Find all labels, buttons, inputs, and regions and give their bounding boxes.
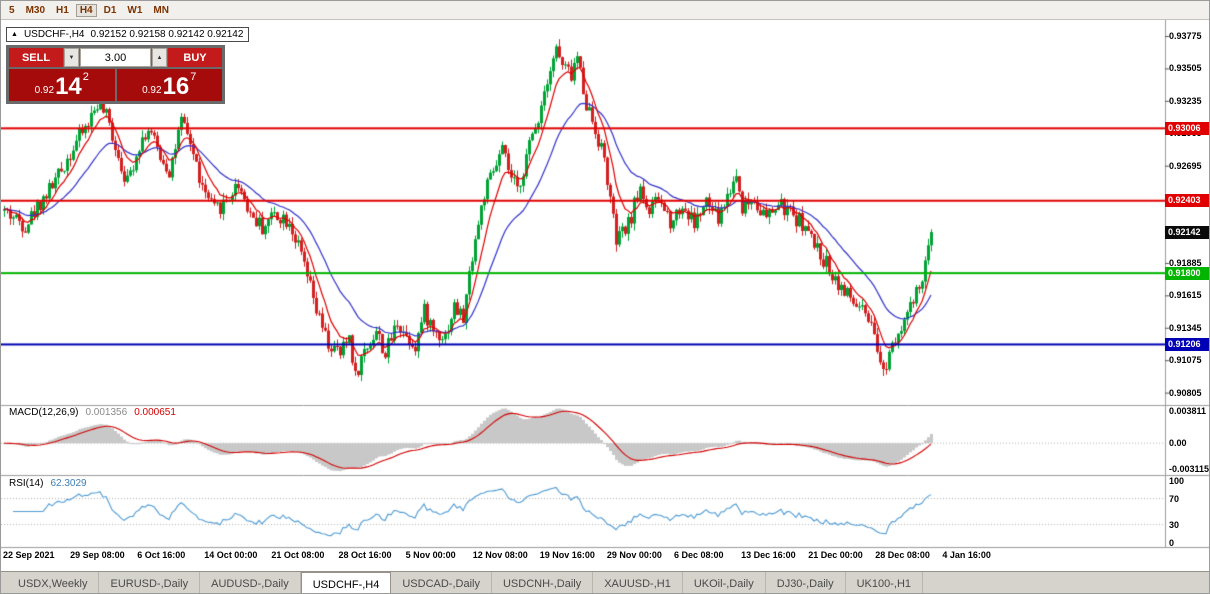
time-axis-label: 12 Nov 08:00 bbox=[472, 550, 528, 560]
chart-tab-audusd-daily[interactable]: AUDUSD-,Daily bbox=[200, 572, 301, 593]
chart-ohlc-values: 0.92152 0.92158 0.92142 0.92142 bbox=[90, 29, 244, 40]
chart-symbol-period: USDCHF-,H4 bbox=[23, 29, 85, 40]
expand-icon: ▲ bbox=[11, 30, 18, 38]
chart-tab-eurusd-daily[interactable]: EURUSD-,Daily bbox=[99, 572, 201, 593]
time-axis-label: 6 Oct 16:00 bbox=[137, 550, 186, 560]
rsi-axis-label: 30 bbox=[1169, 519, 1180, 530]
rsi-axis-label: 70 bbox=[1169, 493, 1180, 504]
sell-button[interactable]: SELL bbox=[9, 48, 63, 67]
chart-tab-uk100-h1[interactable]: UK100-,H1 bbox=[846, 572, 924, 593]
chart-tab-usdcnh-daily[interactable]: USDCNH-,Daily bbox=[492, 572, 594, 593]
macd-axis-label: 0.00 bbox=[1169, 438, 1187, 449]
volume-input[interactable] bbox=[80, 48, 151, 67]
price-axis-tick: 0.92695 bbox=[1169, 160, 1202, 171]
buy-button[interactable]: BUY bbox=[168, 48, 222, 67]
hline-price-tag: 0.93006 bbox=[1165, 121, 1209, 135]
time-axis-label: 21 Oct 08:00 bbox=[271, 550, 325, 560]
price-axis-tick: 0.93775 bbox=[1169, 31, 1202, 41]
macd-main-value: 0.001356 bbox=[85, 407, 128, 418]
rsi-axis-label: 100 bbox=[1169, 476, 1185, 486]
time-axis-label: 28 Oct 16:00 bbox=[338, 550, 392, 560]
time-axis-label: 21 Dec 00:00 bbox=[808, 550, 863, 560]
timeframe-toolbar: 5 M30 H1 H4 D1 W1 MN bbox=[1, 1, 1209, 20]
period-button-5[interactable]: 5 bbox=[9, 4, 15, 16]
chart-tab-xauusd-h1[interactable]: XAUUSD-,H1 bbox=[593, 572, 683, 593]
one-click-trading-panel: SELL ▼ ▲ BUY 0.92 14 2 0.92 16 7 bbox=[6, 45, 225, 104]
sell-price-button[interactable]: 0.92 14 2 bbox=[9, 69, 115, 101]
time-axis-label: 19 Nov 16:00 bbox=[539, 550, 595, 560]
price-axis-tick: 0.91615 bbox=[1169, 290, 1202, 301]
volume-dropdown-icon[interactable]: ▼ bbox=[64, 48, 79, 67]
macd-name: MACD(12,26,9) bbox=[9, 407, 79, 418]
buy-price-prefix: 0.92 bbox=[142, 85, 162, 96]
time-axis-label: 6 Dec 08:00 bbox=[674, 550, 724, 560]
macd-indicator-label: MACD(12,26,9) 0.001356 0.000651 bbox=[9, 407, 176, 418]
chart-title: ▲ USDCHF-,H4 0.92152 0.92158 0.92142 0.9… bbox=[6, 27, 250, 42]
buy-price-big-digits: 16 bbox=[162, 73, 190, 100]
buy-price-button[interactable]: 0.92 16 7 bbox=[116, 69, 222, 101]
buy-price-pip-digit: 7 bbox=[190, 71, 197, 83]
rsi-value: 62.3029 bbox=[50, 478, 87, 489]
chart-tab-ukoil-daily[interactable]: UKOil-,Daily bbox=[683, 572, 766, 593]
sell-price-prefix: 0.92 bbox=[34, 85, 55, 96]
price-axis-tick: 0.93235 bbox=[1169, 95, 1202, 106]
macd-axis-label: -0.003115 bbox=[1169, 464, 1210, 474]
chart-tab-usdchf-h4[interactable]: USDCHF-,H4 bbox=[300, 572, 392, 593]
time-axis-label: 4 Jan 16:00 bbox=[942, 550, 991, 560]
price-axis-tick: 0.93505 bbox=[1169, 63, 1202, 74]
current-price-tag: 0.92142 bbox=[1165, 225, 1209, 239]
rsi-axis-label: 0 bbox=[1169, 538, 1175, 548]
time-axis-label: 28 Dec 08:00 bbox=[875, 550, 930, 560]
period-button-h4[interactable]: H4 bbox=[75, 3, 97, 17]
time-axis-label: 29 Sep 08:00 bbox=[70, 550, 125, 560]
trade-panel-top-row: SELL ▼ ▲ BUY bbox=[9, 48, 222, 67]
sell-price-big-digits: 14 bbox=[55, 73, 82, 100]
hline-price-tag: 0.92403 bbox=[1165, 194, 1209, 208]
sell-price-pip-digit: 2 bbox=[82, 71, 89, 83]
chart-tabs-bar: USDX,Weekly EURUSD-,Daily AUDUSD-,Daily USD… bbox=[1, 571, 1209, 593]
time-axis-label: 14 Oct 00:00 bbox=[204, 550, 258, 560]
trade-panel-price-row: 0.92 14 2 0.92 16 7 bbox=[9, 69, 222, 101]
chart-tab-usdcad-daily[interactable]: USDCAD-,Daily bbox=[391, 572, 492, 593]
volume-up-icon[interactable]: ▲ bbox=[152, 48, 167, 67]
macd-axis-label: 0.003811 bbox=[1169, 406, 1207, 416]
rsi-indicator-label: RSI(14) 62.3029 bbox=[9, 478, 87, 489]
time-axis-label: 13 Dec 16:00 bbox=[741, 550, 796, 560]
period-button-h1[interactable]: H1 bbox=[56, 4, 69, 16]
price-axis-tick: 0.91885 bbox=[1169, 257, 1202, 268]
hline-price-tag: 0.91800 bbox=[1165, 266, 1209, 280]
period-button-mn[interactable]: MN bbox=[153, 4, 169, 16]
period-button-w1[interactable]: W1 bbox=[127, 4, 143, 16]
time-axis-label: 5 Nov 00:00 bbox=[405, 550, 456, 560]
chart-tab-dj30-daily[interactable]: DJ30-,Daily bbox=[766, 572, 846, 593]
price-axis-tick: 0.91075 bbox=[1169, 355, 1202, 366]
time-axis-label: 29 Nov 00:00 bbox=[606, 550, 662, 560]
price-axis-tick: 0.91345 bbox=[1169, 322, 1202, 333]
chart-tab-usdx-weekly[interactable]: USDX,Weekly bbox=[7, 572, 100, 593]
period-button-d1[interactable]: D1 bbox=[103, 4, 117, 16]
price-axis-tick: 0.90805 bbox=[1169, 387, 1202, 398]
macd-signal-value: 0.000651 bbox=[134, 407, 176, 418]
time-axis-label: 22 Sep 2021 bbox=[3, 550, 55, 560]
hline-price-tag: 0.91206 bbox=[1165, 337, 1209, 351]
rsi-name: RSI(14) bbox=[9, 478, 44, 489]
period-button-m30[interactable]: M30 bbox=[25, 4, 46, 16]
